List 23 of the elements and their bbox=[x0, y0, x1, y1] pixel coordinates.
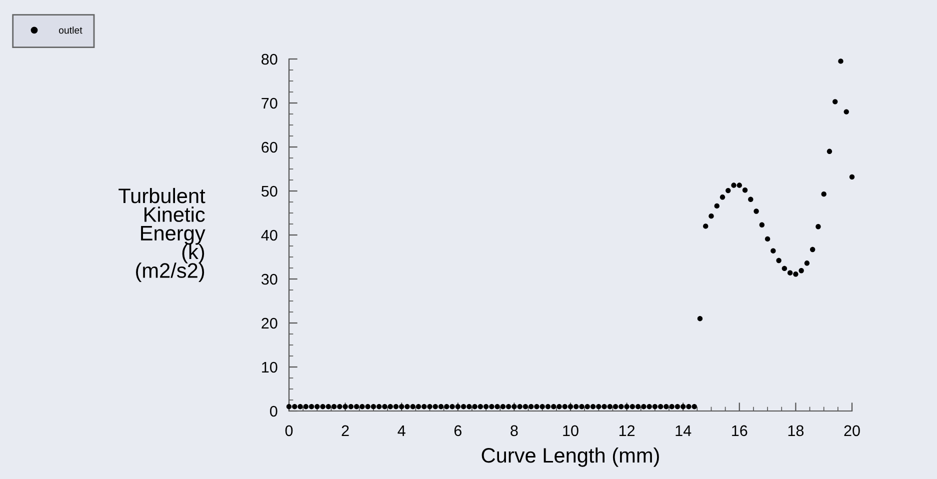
y-tick-label: 60 bbox=[262, 142, 278, 153]
x-tick-label: 14 bbox=[676, 425, 692, 436]
x-tick-label: 6 bbox=[454, 425, 462, 436]
x-tick-label: 12 bbox=[619, 425, 635, 436]
x-tick-label: 16 bbox=[732, 425, 748, 436]
y-tick-label: 30 bbox=[261, 274, 278, 285]
y-tick-label: 0 bbox=[270, 406, 278, 417]
x-tick-label: 4 bbox=[398, 425, 406, 436]
y-tick-label: 20 bbox=[262, 318, 278, 329]
x-tick-label: 20 bbox=[844, 425, 860, 436]
legend-label: outlet bbox=[58, 26, 82, 34]
x-tick-label: 0 bbox=[285, 425, 293, 436]
y-tick-label: 50 bbox=[262, 186, 278, 197]
y-tick-label: 70 bbox=[262, 98, 278, 109]
x-axis-title: Curve Length (mm) bbox=[482, 447, 659, 467]
x-tick-label: 10 bbox=[563, 425, 578, 436]
y-axis-title: Turbulent Kinetic Energy (k) (m2/s2) bbox=[118, 188, 206, 282]
x-tick-label: 2 bbox=[342, 425, 349, 436]
y-tick-label: 80 bbox=[262, 54, 278, 65]
x-tick-label: 18 bbox=[788, 425, 804, 436]
x-tick-label: 8 bbox=[510, 425, 518, 436]
y-tick-label: 40 bbox=[261, 230, 278, 241]
y-tick-label: 10 bbox=[262, 362, 278, 373]
